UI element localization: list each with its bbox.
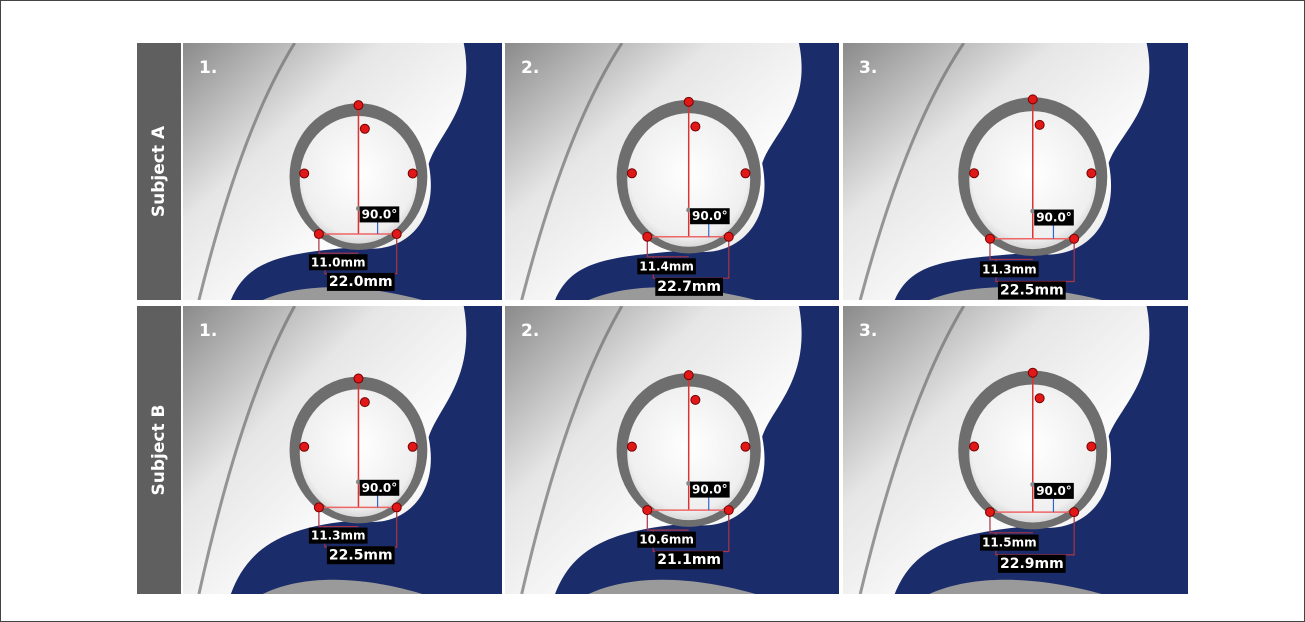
landmark: [643, 506, 652, 515]
landmark: [392, 230, 401, 239]
measure-label: 22.5mm: [329, 547, 393, 563]
landmark: [724, 232, 733, 241]
measure-label: 11.5mm: [982, 536, 1037, 550]
measure-label: 90.0°: [692, 483, 728, 497]
row-label: Subject B: [149, 405, 169, 496]
measure-label: 22.7mm: [657, 279, 721, 295]
landmark: [643, 232, 652, 241]
landmark: [354, 374, 363, 383]
panel-number: 2.: [521, 58, 539, 78]
landmark: [970, 442, 979, 451]
measure-label: 11.3mm: [311, 529, 366, 543]
panel: 90.0° 11.5mm 22.9mm 3.: [843, 306, 1188, 594]
panel: 90.0° 10.6mm 21.1mm 2.: [505, 306, 839, 594]
landmark: [985, 234, 994, 243]
landmark: [1035, 120, 1044, 129]
landmark: [314, 503, 323, 512]
landmark: [392, 503, 401, 512]
landmark: [354, 101, 363, 110]
landmark: [724, 506, 733, 515]
landmark: [314, 230, 323, 239]
measure-label: 10.6mm: [639, 533, 694, 547]
measure-label: 90.0°: [1036, 211, 1072, 225]
panel: 90.0° 11.3mm 22.5mm 3.: [843, 43, 1188, 300]
landmark: [1070, 234, 1079, 243]
landmark: [1070, 508, 1079, 517]
landmark: [684, 371, 693, 380]
landmark: [1035, 394, 1044, 403]
measure-label: 90.0°: [692, 209, 728, 223]
landmark: [1087, 169, 1096, 178]
measure-label: 22.0mm: [329, 274, 393, 290]
panel-number: 2.: [521, 321, 539, 341]
landmark: [970, 169, 979, 178]
landmark: [741, 169, 750, 178]
panel: 90.0° 11.4mm 22.7mm 2.: [505, 43, 839, 300]
panel-number: 3.: [859, 321, 877, 341]
measure-label: 90.0°: [362, 481, 398, 495]
landmark: [360, 124, 369, 133]
measure-label: 22.5mm: [1000, 282, 1064, 298]
landmark: [684, 97, 693, 106]
landmark: [627, 442, 636, 451]
landmark: [741, 442, 750, 451]
landmark: [985, 508, 994, 517]
measure-label: 22.9mm: [1000, 556, 1064, 572]
landmark: [408, 442, 417, 451]
landmark: [691, 395, 700, 404]
measure-label: 11.0mm: [311, 255, 366, 269]
landmark: [1028, 95, 1037, 104]
measure-label: 11.4mm: [639, 259, 694, 273]
panel-number: 1.: [199, 321, 217, 341]
landmark: [1087, 442, 1096, 451]
landmark: [627, 169, 636, 178]
measure-label: 90.0°: [362, 207, 398, 221]
row-label: Subject A: [149, 125, 169, 217]
landmark: [691, 122, 700, 131]
landmark: [300, 442, 309, 451]
measure-label: 11.3mm: [982, 262, 1037, 276]
landmark: [300, 169, 309, 178]
landmark: [408, 169, 417, 178]
figure: Subject A 90.0° 11.0mm 22.0mm 1. 90.0° 11.4mm 2…: [0, 0, 1305, 622]
panel: 90.0° 11.0mm 22.0mm 1.: [183, 43, 502, 300]
measure-label: 21.1mm: [657, 552, 721, 568]
panel-number: 1.: [199, 58, 217, 78]
landmark: [360, 398, 369, 407]
landmark: [1028, 368, 1037, 377]
panel: 90.0° 11.3mm 22.5mm 1.: [183, 306, 502, 594]
measure-label: 90.0°: [1036, 484, 1072, 498]
panel-number: 3.: [859, 58, 877, 78]
